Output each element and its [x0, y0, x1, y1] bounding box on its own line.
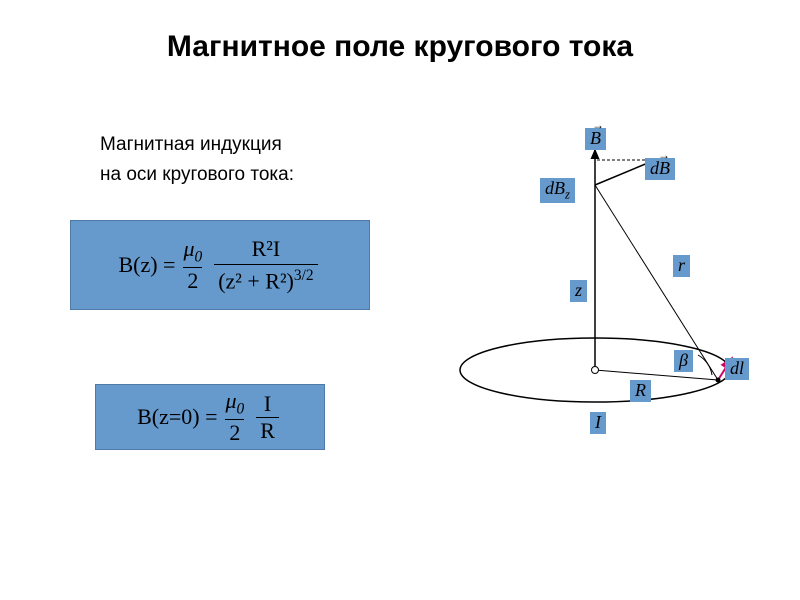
label-db: →dB: [645, 158, 675, 180]
label-dbz: dBz: [540, 178, 575, 203]
r-vector: [595, 185, 718, 380]
mu-symbol: μ: [183, 236, 194, 261]
main-fraction: R²I (z² + R²)3/2: [214, 236, 317, 294]
center-point: [592, 367, 599, 374]
subtitle: Магнитная индукция на оси кругового тока…: [100, 130, 294, 191]
denom-base: (z² + R²): [218, 268, 294, 293]
numerator-r2i: R²I: [248, 236, 285, 264]
mu-sub: 0: [194, 249, 202, 266]
denom-2: 2: [183, 267, 202, 294]
radius-line: [595, 370, 718, 380]
label-i: I: [590, 412, 606, 434]
diagram-svg: [420, 120, 770, 440]
page-title: Магнитное поле кругового тока: [0, 30, 800, 64]
subtitle-line-1: Магнитная индукция: [100, 130, 294, 160]
subtitle-line-2: на оси кругового тока:: [100, 160, 294, 190]
label-r-big: R: [630, 380, 651, 402]
mu-symbol-2: μ: [225, 388, 236, 413]
mu-sub-2: 0: [237, 401, 245, 418]
label-dl: dl: [725, 358, 749, 380]
numerator-i: I: [260, 391, 275, 417]
denominator-r: R: [256, 417, 279, 444]
i-over-r: I R: [256, 391, 279, 444]
label-b: →B: [585, 128, 606, 150]
circular-current-diagram: →B →dB dBz r z β dl R I: [420, 120, 770, 440]
formula-bz0: B(z=0) = μ0 2 I R: [95, 384, 325, 450]
label-beta: β: [674, 350, 693, 372]
denom-exp: 3/2: [294, 267, 314, 284]
label-z: z: [570, 280, 587, 302]
formula-bz: B(z) = μ0 2 R²I (z² + R²)3/2: [70, 220, 370, 310]
denominator: (z² + R²)3/2: [214, 264, 317, 294]
beta-angle-arc: [698, 355, 712, 375]
label-r-small: r: [673, 255, 690, 277]
formula2-lhs: B(z=0) =: [137, 404, 217, 430]
formula-lhs: B(z) =: [118, 252, 175, 278]
mu0-over-2: μ0 2: [179, 236, 206, 293]
dl-point: [716, 378, 721, 383]
denom-2b: 2: [225, 419, 244, 446]
mu0-over-2-b: μ0 2: [221, 388, 248, 445]
